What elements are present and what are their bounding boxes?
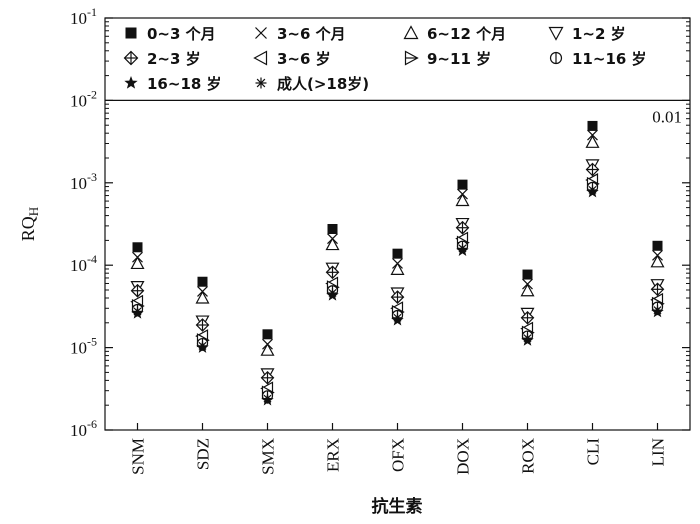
data-point (325, 237, 340, 251)
data-point (520, 283, 535, 297)
data-point (455, 193, 470, 207)
x-tick-label: LIN (649, 438, 668, 466)
x-tick-label: ERX (324, 438, 343, 472)
legend-label: 9~11 岁 (427, 50, 491, 68)
data-point (327, 287, 338, 298)
data-point (522, 333, 533, 344)
legend-label: 6~12 个月 (427, 25, 506, 43)
x-tick-label: SDZ (194, 438, 213, 470)
data-point (260, 370, 275, 385)
data-point (652, 305, 663, 316)
y-axis-title-main: RQ (18, 216, 38, 241)
data-point (130, 283, 145, 298)
data-point (390, 290, 405, 304)
data-point (195, 318, 210, 332)
data-point (132, 242, 143, 253)
reference-line-label: 0.01 (652, 107, 682, 126)
data-point (650, 254, 665, 268)
y-axis-title: RQH (18, 207, 41, 241)
data-point (197, 340, 208, 351)
data-point (132, 306, 143, 317)
x-axis-ticks: SNM SDZ SMX ERX OFX DOX ROX CLI LIN (129, 423, 668, 475)
data-point (260, 342, 275, 356)
y-tick-label: 10-3 (70, 170, 97, 193)
data-point (585, 135, 600, 148)
data-point (587, 184, 598, 195)
data-point (457, 243, 468, 254)
legend-marker (123, 50, 139, 66)
data-point (325, 265, 340, 280)
data-point (197, 276, 208, 287)
y-tick-label: 10-1 (70, 5, 97, 28)
legend: 0~3 个月 3~6 个月 6~12 个月 1~2 岁 2~3 岁 3~6 岁 9~11 岁… (123, 25, 647, 93)
legend-label: 0~3 个月 (147, 25, 216, 43)
y-axis-ticks: 10-1 10-2 10-3 10-4 10-5 10-6 (70, 5, 690, 440)
data-point (522, 269, 533, 280)
x-tick-label: SMX (259, 438, 278, 475)
x-axis-title: 抗生素 (372, 496, 423, 517)
data-point (520, 310, 535, 325)
x-tick-label: DOX (454, 438, 473, 475)
x-tick-label: OFX (389, 438, 408, 472)
data-point (262, 329, 273, 340)
legend-label: 成人(>18岁) (277, 75, 369, 93)
x-tick-label: CLI (584, 438, 603, 466)
legend-label: 1~2 岁 (572, 25, 626, 43)
legend-marker (255, 77, 267, 89)
y-tick-label: 10-5 (70, 335, 97, 358)
legend-label: 3~6 个月 (277, 25, 346, 43)
data-point (457, 179, 468, 190)
data-point (650, 282, 665, 297)
x-tick-label: SNM (129, 438, 148, 475)
y-tick-label: 10-2 (70, 87, 97, 110)
legend-label: 3~6 岁 (277, 50, 331, 68)
y-tick-label: 10-4 (70, 252, 97, 275)
data-point (390, 262, 405, 275)
legend-marker (403, 25, 419, 40)
legend-marker (124, 76, 138, 89)
data-point (392, 312, 403, 323)
data-point (392, 248, 403, 259)
legend-marker (404, 50, 419, 66)
data-point (327, 223, 338, 234)
data-point (455, 220, 470, 235)
legend-marker (549, 51, 563, 65)
data-points (130, 120, 665, 406)
legend-marker (125, 27, 137, 39)
data-point (587, 129, 598, 141)
data-point (585, 162, 600, 177)
y-axis-title-sub: H (26, 207, 41, 216)
data-point (587, 120, 598, 131)
legend-marker (255, 27, 267, 39)
data-point (195, 290, 210, 304)
legend-label: 16~18 岁 (147, 75, 222, 93)
data-point (652, 240, 663, 251)
legend-marker (253, 50, 268, 66)
x-tick-label: ROX (519, 438, 538, 474)
data-point (130, 256, 145, 270)
y-tick-label: 10-6 (70, 417, 97, 440)
legend-label: 11~16 岁 (572, 50, 647, 68)
legend-label: 2~3 岁 (147, 50, 201, 68)
data-point (262, 393, 273, 404)
legend-marker (548, 26, 564, 41)
